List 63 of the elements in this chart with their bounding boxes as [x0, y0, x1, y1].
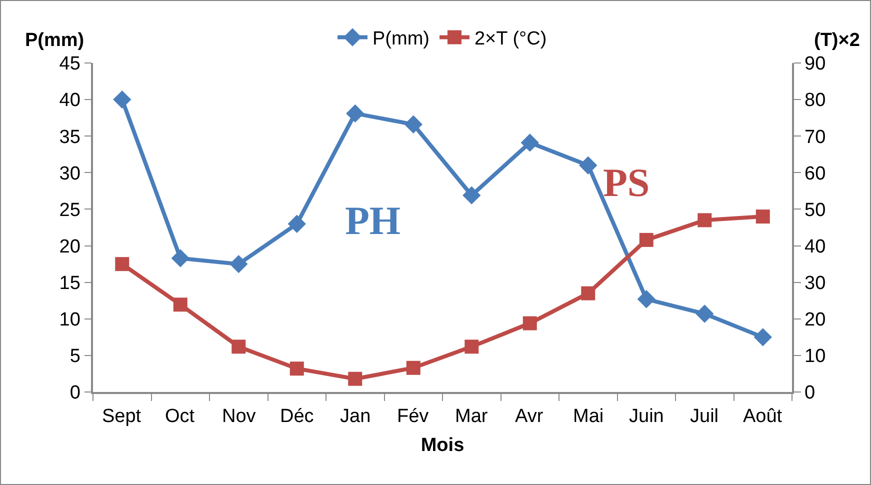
point	[288, 214, 306, 233]
point	[520, 134, 539, 152]
y-tick-label: 30	[59, 163, 80, 184]
y2-axis-title: (T)×2	[814, 30, 860, 51]
y-tick-label: 40	[59, 90, 80, 112]
y-axis-title: P(mm)	[25, 30, 84, 51]
y-tick-label: 20	[59, 236, 80, 258]
point	[462, 186, 481, 204]
point	[696, 304, 714, 323]
point	[232, 340, 246, 354]
point	[171, 249, 190, 268]
x-tick-label: Fév	[397, 406, 430, 427]
point	[230, 254, 248, 274]
x-tick-label: Juil	[690, 406, 719, 427]
x-tick-label: Mar	[455, 406, 488, 427]
legend-label: P(mm)	[372, 28, 430, 50]
point	[637, 290, 656, 308]
y2-tick-label: 60	[804, 163, 826, 184]
y2-tick-label: 20	[804, 310, 826, 331]
y2-tick-label: 90	[804, 54, 826, 75]
y-tick-label: 0	[70, 382, 80, 404]
x-tick-label: Sept	[102, 406, 142, 427]
y-tick-label: 35	[59, 126, 80, 148]
x-tick-label: Avr	[515, 406, 544, 427]
legend-label: 2×T (°C)	[474, 28, 547, 50]
x-axis-title: Mois	[420, 434, 464, 456]
y2-tick-label: 40	[804, 236, 826, 258]
x-tick-label: Août	[743, 406, 783, 427]
point	[290, 362, 304, 376]
point	[639, 232, 654, 247]
point	[581, 286, 596, 300]
x-tick-label: Nov	[222, 406, 256, 427]
point	[698, 213, 712, 228]
y-tick-label: 5	[70, 346, 80, 368]
y-tick-label: 10	[59, 310, 80, 331]
annotation: PS	[603, 160, 650, 205]
y-tick-label: 15	[59, 272, 80, 294]
y2-tick-label: 10	[804, 346, 826, 368]
y-tick-label: 45	[59, 54, 80, 75]
point	[115, 257, 130, 272]
x-tick-label: Mai	[573, 406, 604, 427]
point	[522, 316, 537, 330]
y2-tick-label: 80	[804, 90, 826, 112]
point	[346, 104, 364, 123]
x-tick-label: Jan	[340, 406, 371, 427]
point	[404, 115, 422, 134]
annotation: PH	[345, 198, 401, 243]
x-tick-label: Oct	[165, 406, 196, 427]
y-tick-label: 25	[59, 200, 80, 221]
y2-tick-label: 70	[804, 126, 826, 148]
point	[579, 156, 598, 174]
x-tick-label: Juin	[629, 406, 664, 427]
point	[406, 360, 420, 375]
point	[113, 90, 132, 109]
point	[756, 210, 770, 224]
point	[173, 298, 188, 312]
point	[464, 340, 479, 354]
y2-tick-label: 0	[804, 382, 816, 404]
point	[754, 328, 772, 346]
y2-tick-label: 30	[804, 272, 826, 294]
y2-tick-label: 50	[804, 200, 826, 221]
x-tick-label: Déc	[280, 406, 314, 427]
point	[348, 372, 362, 386]
